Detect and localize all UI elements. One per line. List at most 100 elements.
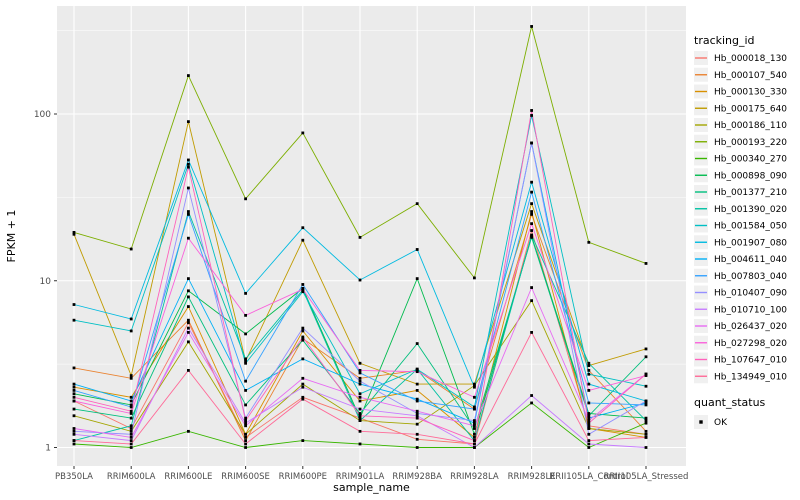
legend-item-label: Hb_010710_100 bbox=[714, 305, 787, 315]
data-point bbox=[129, 376, 133, 380]
data-point bbox=[587, 240, 591, 244]
data-point bbox=[473, 446, 476, 449]
data-point bbox=[473, 405, 476, 409]
data-point bbox=[301, 395, 305, 399]
data-point bbox=[129, 374, 133, 377]
data-point bbox=[358, 395, 362, 399]
data-point bbox=[587, 424, 591, 428]
data-point bbox=[72, 303, 76, 306]
x-tick-label: RRIM600SE bbox=[221, 472, 270, 482]
data-point bbox=[129, 412, 133, 415]
data-point bbox=[415, 397, 419, 401]
data-point bbox=[644, 372, 648, 376]
plot-panel bbox=[57, 6, 686, 466]
data-point bbox=[473, 385, 476, 389]
data-point bbox=[644, 416, 648, 420]
data-point bbox=[301, 238, 305, 242]
data-point bbox=[358, 414, 362, 418]
data-point bbox=[187, 277, 190, 281]
data-point bbox=[358, 371, 362, 375]
data-point bbox=[473, 442, 476, 446]
data-point bbox=[72, 318, 76, 322]
data-point bbox=[129, 395, 133, 399]
data-point bbox=[301, 131, 305, 135]
legend-item-label: Hb_026437_020 bbox=[714, 322, 787, 332]
data-point bbox=[415, 446, 419, 449]
data-point bbox=[187, 186, 190, 190]
data-point bbox=[187, 158, 190, 162]
data-point bbox=[129, 424, 133, 428]
data-point bbox=[415, 367, 419, 371]
legend-item-label: Hb_010407_090 bbox=[714, 289, 787, 299]
data-point bbox=[129, 247, 133, 251]
data-point bbox=[530, 401, 533, 405]
data-point bbox=[72, 366, 76, 370]
data-point bbox=[301, 326, 305, 330]
data-point bbox=[72, 442, 76, 446]
data-point bbox=[301, 283, 305, 286]
data-point bbox=[244, 403, 247, 407]
data-point bbox=[244, 313, 247, 317]
data-point bbox=[530, 141, 533, 145]
data-point bbox=[358, 429, 362, 433]
data-point bbox=[473, 384, 476, 388]
data-point bbox=[587, 364, 591, 367]
data-point bbox=[129, 442, 133, 446]
data-point bbox=[129, 427, 133, 430]
data-point bbox=[187, 318, 190, 322]
data-point bbox=[473, 276, 476, 280]
data-point bbox=[244, 442, 247, 446]
data-point bbox=[244, 416, 247, 420]
data-point bbox=[358, 361, 362, 365]
data-point bbox=[187, 74, 190, 77]
data-point bbox=[129, 439, 133, 442]
data-point bbox=[129, 329, 133, 333]
data-point bbox=[473, 419, 476, 422]
data-point bbox=[644, 347, 648, 351]
data-point bbox=[587, 361, 591, 365]
data-point bbox=[587, 412, 591, 415]
data-point bbox=[644, 355, 648, 359]
legend-item-label: Hb_027298_020 bbox=[714, 339, 787, 349]
data-point bbox=[129, 399, 133, 403]
legend2-title: quant_status bbox=[694, 396, 766, 409]
data-point bbox=[72, 407, 76, 411]
data-point bbox=[358, 407, 362, 411]
data-point bbox=[72, 439, 76, 442]
legend-item-label: Hb_000018_130 bbox=[714, 54, 787, 64]
data-point bbox=[187, 305, 190, 308]
data-point bbox=[301, 335, 305, 339]
data-point bbox=[587, 442, 591, 446]
data-point bbox=[358, 368, 362, 372]
data-point bbox=[244, 419, 247, 422]
data-point bbox=[473, 382, 476, 386]
data-point bbox=[587, 372, 591, 376]
data-point bbox=[415, 416, 419, 420]
y-axis-title: FPKM + 1 bbox=[5, 210, 18, 263]
data-point bbox=[473, 432, 476, 436]
data-point bbox=[473, 427, 476, 430]
legend-item-label: Hb_001907_080 bbox=[714, 238, 787, 248]
data-point bbox=[587, 439, 591, 442]
data-point bbox=[301, 439, 305, 442]
data-point bbox=[187, 321, 190, 325]
data-point bbox=[587, 432, 591, 436]
data-point bbox=[415, 437, 419, 441]
x-axis-title: sample_name bbox=[333, 481, 410, 494]
data-point bbox=[530, 180, 533, 184]
x-tick-label: RRIM928LE bbox=[508, 472, 556, 482]
data-point bbox=[187, 162, 190, 166]
data-point bbox=[587, 421, 591, 425]
legend2-key-point bbox=[699, 420, 703, 424]
data-point bbox=[415, 414, 419, 418]
legend-item-label: Hb_001584_050 bbox=[714, 222, 787, 232]
data-point bbox=[358, 399, 362, 403]
data-point bbox=[301, 338, 305, 342]
data-point bbox=[530, 331, 533, 334]
data-point bbox=[644, 429, 648, 433]
legend-item-label: Hb_107647_010 bbox=[714, 356, 787, 366]
legend-title: tracking_id bbox=[694, 34, 755, 47]
x-tick-label: PB350LA bbox=[55, 472, 93, 482]
data-point bbox=[187, 326, 190, 330]
legend-item-label: Hb_000193_220 bbox=[714, 138, 787, 148]
